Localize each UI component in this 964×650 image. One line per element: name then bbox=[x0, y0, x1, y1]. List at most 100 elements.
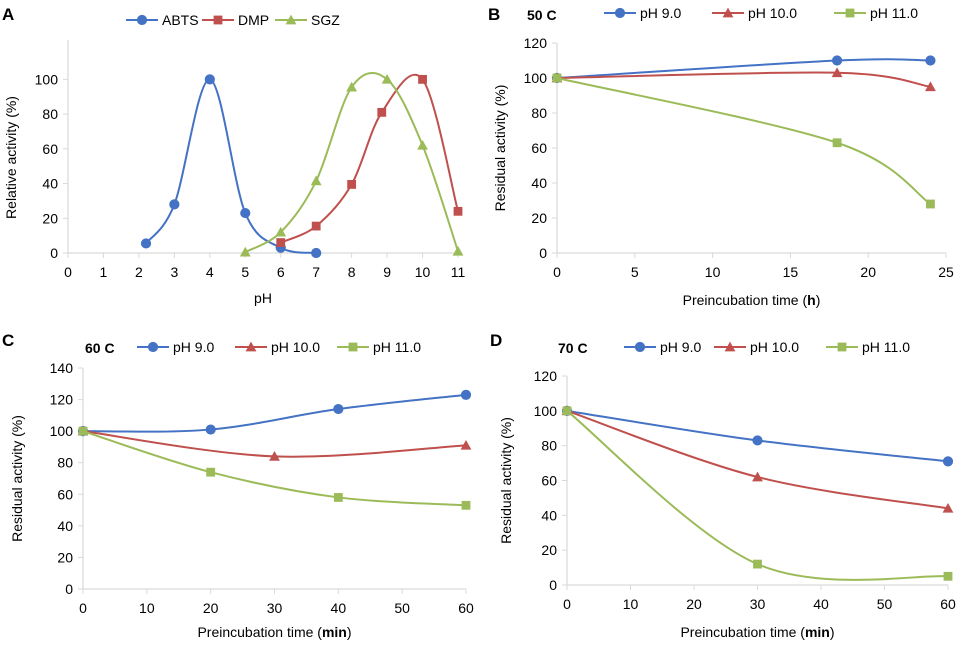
data-point bbox=[832, 138, 842, 148]
y-tick-label: 100 bbox=[50, 423, 74, 439]
legend-marker bbox=[136, 14, 148, 26]
data-point bbox=[752, 435, 763, 446]
x-tick-label: 0 bbox=[64, 264, 72, 280]
legend-label: SGZ bbox=[311, 12, 340, 28]
panel-c: C 60 C 0 20 40 60 80 100 120 140 0 10 20 30 40 50 60 Resi… bbox=[2, 331, 474, 640]
legend-item: pH 10.0 bbox=[714, 339, 799, 355]
panel-label: D bbox=[490, 331, 502, 350]
data-point bbox=[552, 73, 562, 83]
y-tick-label: 20 bbox=[42, 210, 58, 226]
series-line bbox=[566, 409, 949, 510]
y-tick-label: 40 bbox=[42, 176, 58, 192]
y-axis-label: Residual activity (%) bbox=[498, 417, 514, 544]
legend-label: pH 11.0 bbox=[862, 339, 910, 355]
legend-label: pH 9.0 bbox=[173, 339, 214, 355]
x-tick-label: 20 bbox=[203, 600, 219, 616]
y-tick-label: 60 bbox=[42, 141, 58, 157]
data-point bbox=[333, 493, 343, 502]
legend-label: pH 11.0 bbox=[373, 339, 421, 355]
y-tick-label: 60 bbox=[57, 486, 73, 502]
legend-item: pH 9.0 bbox=[624, 339, 701, 355]
panel-title: 60 C bbox=[85, 340, 115, 356]
y-tick-label: 140 bbox=[50, 360, 74, 376]
data-point bbox=[461, 500, 471, 510]
y-tick-label: 0 bbox=[50, 245, 58, 261]
data-point bbox=[140, 238, 152, 249]
legend-marker bbox=[348, 342, 358, 352]
x-tick-label: 8 bbox=[348, 264, 356, 280]
data-point bbox=[310, 175, 322, 186]
data-point bbox=[276, 238, 286, 247]
x-axis-label: Preincubation time (min) bbox=[680, 624, 834, 640]
data-point bbox=[460, 439, 472, 450]
data-point bbox=[452, 245, 464, 256]
series-ph-11-0 bbox=[552, 73, 935, 209]
legend-item: pH 10.0 bbox=[235, 339, 320, 355]
panel-b: B 50 C 0 20 40 60 80 100 120 0 5 10 15 20 25 Residual a… bbox=[488, 5, 954, 308]
x-axis-label: pH bbox=[254, 290, 272, 306]
data-point bbox=[926, 199, 935, 209]
data-point bbox=[942, 502, 954, 513]
series-line bbox=[82, 430, 467, 507]
data-point bbox=[831, 67, 843, 78]
data-point bbox=[942, 456, 954, 467]
legend-label: pH 10.0 bbox=[750, 339, 799, 355]
series-ph-9-0 bbox=[551, 55, 936, 84]
y-tick-label: 20 bbox=[541, 542, 557, 558]
y-tick-label: 60 bbox=[541, 473, 557, 489]
legend-marker bbox=[213, 15, 223, 25]
series-line bbox=[556, 58, 931, 79]
x-tick-label: 10 bbox=[139, 600, 155, 616]
panel-d: D 70 C 0 20 40 60 80 100 120 0 10 20 30 40 50 60 Residua… bbox=[490, 331, 956, 640]
data-point bbox=[204, 74, 215, 85]
x-tick-label: 9 bbox=[383, 264, 391, 280]
legend-label: pH 10.0 bbox=[748, 5, 797, 21]
panel-label: A bbox=[2, 5, 14, 24]
data-point bbox=[752, 471, 763, 482]
legend-label: pH 10.0 bbox=[271, 339, 320, 355]
x-tick-label: 50 bbox=[877, 596, 893, 612]
legend-marker bbox=[837, 342, 847, 352]
series-line bbox=[556, 77, 931, 205]
legend-marker bbox=[845, 8, 855, 18]
x-tick-label: 10 bbox=[623, 596, 639, 612]
x-tick-label: 30 bbox=[750, 596, 766, 612]
legend-item: pH 11.0 bbox=[826, 339, 910, 355]
y-tick-label: 40 bbox=[57, 518, 73, 534]
legend-item: pH 11.0 bbox=[834, 5, 918, 21]
legend-marker bbox=[614, 7, 626, 19]
y-tick-label: 100 bbox=[534, 403, 558, 419]
x-tick-label: 20 bbox=[860, 264, 876, 280]
x-tick-label: 6 bbox=[277, 264, 285, 280]
series-ph-11-0 bbox=[78, 426, 471, 510]
data-point bbox=[78, 426, 88, 436]
legend-label: pH 9.0 bbox=[660, 339, 701, 355]
legend-marker bbox=[724, 341, 736, 352]
y-tick-label: 120 bbox=[50, 392, 74, 408]
x-tick-label: 3 bbox=[170, 264, 178, 280]
y-tick-label: 120 bbox=[534, 368, 558, 384]
series-ph-9-0 bbox=[77, 389, 472, 437]
series-line bbox=[82, 393, 467, 433]
x-tick-label: 40 bbox=[813, 596, 829, 612]
y-tick-label: 40 bbox=[531, 175, 547, 191]
x-tick-label: 5 bbox=[631, 264, 639, 280]
data-point bbox=[240, 207, 251, 219]
data-point bbox=[206, 467, 216, 477]
legend-marker bbox=[634, 341, 646, 353]
x-tick-label: 0 bbox=[563, 596, 571, 612]
y-tick-label: 100 bbox=[35, 71, 59, 87]
legend-marker bbox=[285, 14, 297, 25]
data-point bbox=[377, 107, 387, 117]
y-tick-label: 0 bbox=[539, 245, 547, 261]
series-line bbox=[556, 71, 931, 88]
data-point bbox=[453, 206, 463, 216]
panel-title: 70 C bbox=[558, 340, 588, 356]
data-point bbox=[562, 406, 572, 416]
data-point bbox=[925, 81, 936, 92]
data-point bbox=[347, 180, 357, 189]
x-tick-label: 0 bbox=[79, 600, 87, 616]
data-point bbox=[275, 226, 287, 237]
data-point bbox=[239, 246, 251, 257]
x-tick-label: 1 bbox=[100, 264, 108, 280]
